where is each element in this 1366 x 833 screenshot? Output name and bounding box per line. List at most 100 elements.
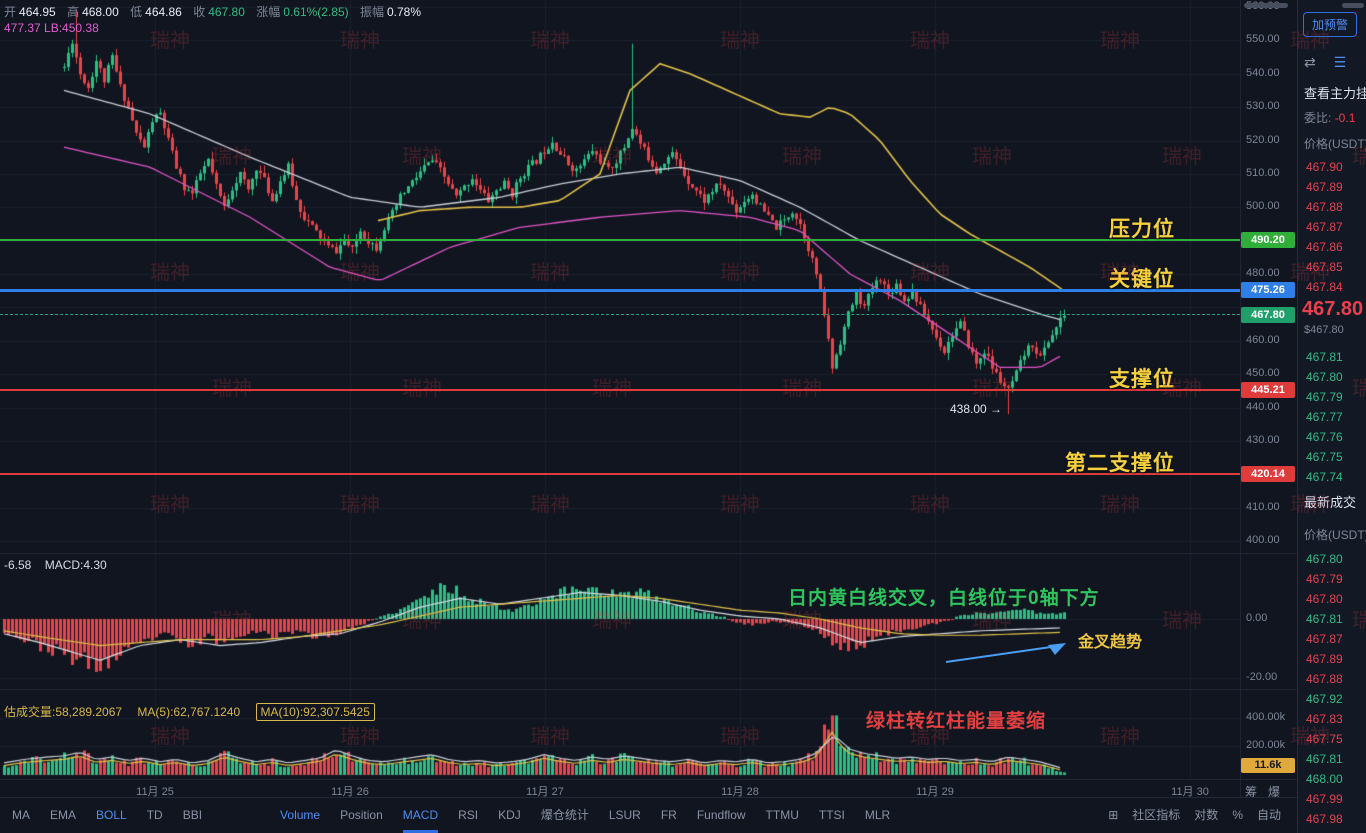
swap-view-icon[interactable]: ⇄ xyxy=(1304,54,1316,70)
volume-ma5: MA(5):62,767.1240 xyxy=(137,705,241,719)
level-line-key xyxy=(0,288,1240,292)
orderbook-ask-row[interactable]: 467.90 xyxy=(1306,160,1343,174)
volume-ma10: MA(10):92,307.5425 xyxy=(255,703,375,721)
price-axis-label: 520.00 xyxy=(1246,133,1280,146)
orderbook-ask-row[interactable]: 467.85 xyxy=(1306,260,1343,274)
price-axis-label: 400.00 xyxy=(1246,534,1280,546)
macd-header: -6.58 MACD:4.30 xyxy=(4,558,117,572)
low-label: 低 xyxy=(130,5,143,19)
scrollbar-thumb[interactable] xyxy=(1342,3,1364,8)
tab-macd[interactable]: MACD xyxy=(403,798,438,833)
chips-button[interactable]: 筹 xyxy=(1245,785,1258,799)
level-label-key: 关键位 xyxy=(1109,267,1175,291)
level-badge-key: 475.26 xyxy=(1241,281,1295,298)
tab-fundflow[interactable]: Fundflow xyxy=(696,808,746,822)
scrollbar-thumb[interactable] xyxy=(1244,3,1288,8)
price-axis-label: 510.00 xyxy=(1246,166,1280,179)
price-axis-label: 480.00 xyxy=(1246,267,1280,279)
trade-row: 467.79 xyxy=(1306,572,1343,586)
price-axis-label: 410.00 xyxy=(1246,500,1280,513)
trade-row: 467.80 xyxy=(1306,552,1343,566)
amplitude-value: 0.78% xyxy=(387,5,422,19)
tab-fr[interactable]: FR xyxy=(660,808,677,822)
orderbook-ask-row[interactable]: 467.89 xyxy=(1306,180,1343,194)
view-main-orders-link[interactable]: 查看主力挂 xyxy=(1304,86,1366,101)
change-value: 0.61%(2.85) xyxy=(283,5,349,19)
tab-td[interactable]: TD xyxy=(146,808,163,822)
level-line-support2 xyxy=(0,472,1240,475)
volume-axis-label: 400.00k xyxy=(1246,711,1286,723)
level-label-support: 支撑位 xyxy=(1109,368,1175,392)
orderbook-bid-row[interactable]: 467.81 xyxy=(1306,350,1343,364)
tab-mlr[interactable]: MLR xyxy=(864,808,891,822)
low-value: 464.86 xyxy=(145,5,182,19)
tab-position[interactable]: Position xyxy=(340,808,383,822)
trade-row: 468.00 xyxy=(1306,772,1343,786)
tab-爆仓统计[interactable]: 爆仓统计 xyxy=(540,808,589,822)
trade-row: 467.88 xyxy=(1306,672,1343,686)
chart-canvas[interactable] xyxy=(0,0,1240,797)
trade-row: 467.89 xyxy=(1306,652,1343,666)
orderbook-ask-row[interactable]: 467.88 xyxy=(1306,200,1343,214)
order-ratio: 委比: -0.1 xyxy=(1304,109,1355,126)
trade-row: 467.80 xyxy=(1306,592,1343,606)
tab-对数[interactable]: 对数 xyxy=(1194,808,1219,822)
tab-lsur[interactable]: LSUR xyxy=(608,808,641,822)
date-label: 11月 29 xyxy=(916,786,954,798)
date-label: 11月 26 xyxy=(331,786,369,798)
current-volume-badge: 11.6k xyxy=(1241,758,1295,773)
ohlc-summary: 开 464.95 高 468.00 低 464.86 收 467.80 涨幅 0.61%(… xyxy=(4,3,421,20)
tab-%[interactable]: % xyxy=(1232,808,1243,822)
orderbook-ask-row[interactable]: 467.87 xyxy=(1306,220,1343,234)
macd-annotation: 日内黄白线交叉，白线位于0轴下方 xyxy=(788,588,1100,609)
orderbook-bid-row[interactable]: 467.76 xyxy=(1306,430,1343,444)
ratio-label: 委比: xyxy=(1304,111,1332,125)
orderbook-bid-row[interactable]: 467.79 xyxy=(1306,390,1343,404)
tab-ema[interactable]: EMA xyxy=(50,808,77,822)
tab-kdj[interactable]: KDJ xyxy=(498,808,521,822)
trade-row: 467.87 xyxy=(1306,632,1343,646)
volume-axis-label: 200.00k xyxy=(1246,739,1286,751)
add-alert-button[interactable]: 加预警 xyxy=(1303,12,1358,37)
main-chart: 开 464.95 高 468.00 低 464.86 收 467.80 涨幅 0.61%(… xyxy=(0,0,1297,833)
tab-volume[interactable]: Volume xyxy=(280,808,321,822)
toolbar-right-group: ⊞ 社区指标 对数% 自动 xyxy=(1108,798,1281,833)
price-axis-label: 500.00 xyxy=(1246,200,1280,213)
orderbook-ask-row[interactable]: 467.86 xyxy=(1306,240,1343,254)
tab-bbi[interactable]: BBI xyxy=(182,808,203,822)
swing-low-annotation: 438.00 → xyxy=(950,402,1003,416)
macd-value: MACD:4.30 xyxy=(44,558,107,572)
open-label: 开 xyxy=(4,5,17,19)
date-label: 11月 25 xyxy=(136,786,174,798)
indicator-toolbar: MA EMA BOLL TD BBI Volume Position MACD RSI KDJ 爆仓… xyxy=(0,797,1297,833)
orderbook-bid-row[interactable]: 467.77 xyxy=(1306,410,1343,424)
golden-cross-arrow xyxy=(945,643,1066,663)
open-value: 464.95 xyxy=(19,5,56,19)
recent-trades-header: 最新成交 xyxy=(1304,495,1357,510)
trade-row: 467.83 xyxy=(1306,712,1343,726)
price-axis-label: 450.00 xyxy=(1246,367,1280,380)
golden-cross-annotation: 金叉趋势 xyxy=(1078,634,1143,651)
orderbook-bid-row[interactable]: 467.75 xyxy=(1306,450,1343,464)
tab-ma[interactable]: MA xyxy=(12,808,30,822)
orderbook-bid-row[interactable]: 467.74 xyxy=(1306,470,1343,484)
price-axis-label: 550.00 xyxy=(1246,33,1280,46)
level-badge-pressure: 490.20 xyxy=(1241,231,1295,248)
level-line-pressure xyxy=(0,238,1240,241)
tab-ttsi[interactable]: TTSI xyxy=(818,808,845,822)
tab-rsi[interactable]: RSI xyxy=(458,808,479,822)
level-badge-support: 445.21 xyxy=(1241,382,1295,399)
trade-row: 467.98 xyxy=(1306,812,1343,826)
trade-row: 467.81 xyxy=(1306,752,1343,766)
tab-ttmu[interactable]: TTMU xyxy=(765,808,799,822)
orderbook-list-icon[interactable]: ☰ xyxy=(1333,54,1347,70)
tab-社区指标[interactable]: 社区指标 xyxy=(1132,808,1181,822)
macd-axis-label: 0.00 xyxy=(1246,612,1268,624)
tab-boll[interactable]: BOLL xyxy=(96,808,127,822)
community-icon[interactable]: ⊞ xyxy=(1108,808,1119,822)
orderbook-bid-row[interactable]: 467.80 xyxy=(1306,370,1343,384)
order-panel: 加预警 ⇄ ☰ 查看主力挂 委比: -0.1 价格(USDT) 467.80 ↓… xyxy=(1297,0,1366,833)
liquidation-button[interactable]: 爆 xyxy=(1268,785,1281,799)
tab-自动[interactable]: 自动 xyxy=(1256,808,1281,822)
orderbook-ask-row[interactable]: 467.84 xyxy=(1306,280,1343,294)
